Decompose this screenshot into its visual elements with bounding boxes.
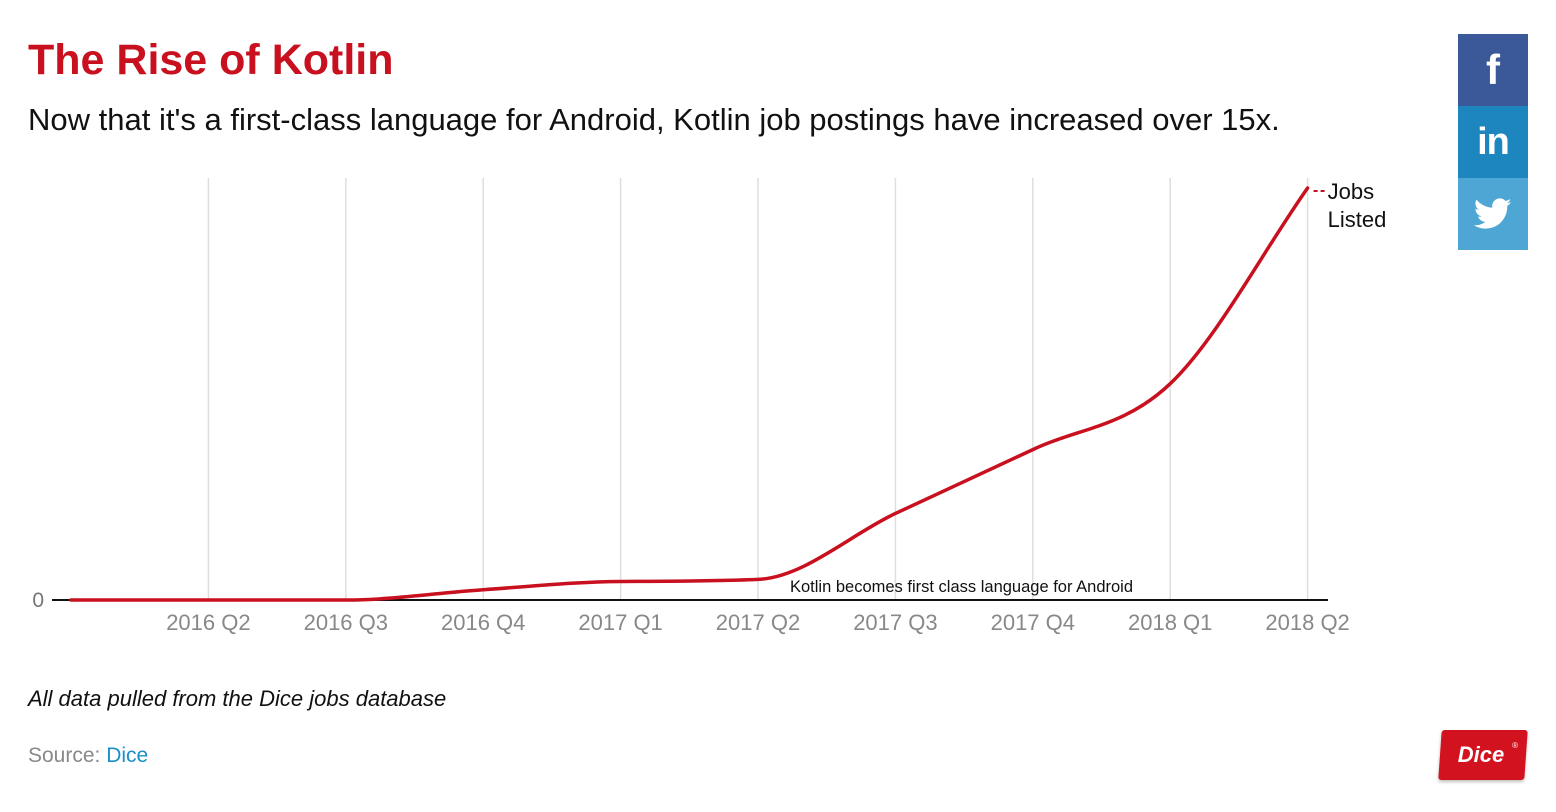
- x-tick-label: 2016 Q4: [441, 610, 525, 635]
- x-tick-label: 2018 Q1: [1128, 610, 1212, 635]
- source-line: Source: Dice: [28, 742, 148, 770]
- series-line: [69, 186, 1310, 602]
- chart-title: The Rise of Kotlin: [28, 36, 394, 84]
- x-tick-label: 2017 Q4: [991, 610, 1075, 635]
- y-tick-label: 0: [32, 589, 44, 612]
- linkedin-icon: in: [1477, 121, 1510, 163]
- series-end-label: Listed: [1328, 207, 1387, 232]
- chart-subtitle: Now that it's a first-class language for…: [28, 102, 1280, 137]
- source-link[interactable]: Dice: [106, 744, 149, 767]
- x-tick-label: 2016 Q2: [166, 610, 250, 635]
- x-tick-label: 2017 Q1: [578, 610, 662, 635]
- series-end-label: Jobs: [1328, 179, 1374, 204]
- dice-logo: Dice ®: [1436, 730, 1528, 780]
- facebook-share-button[interactable]: f: [1458, 34, 1528, 106]
- x-tick-label: 2018 Q2: [1265, 610, 1349, 635]
- line-chart: 0 2016 Q2 2016 Q3 2016 Q4 2017 Q1 2017 Q2 2017…: [32, 178, 1387, 635]
- facebook-icon: f: [1486, 46, 1500, 93]
- x-tick-label: 2016 Q3: [304, 610, 388, 635]
- social-share-bar: f in: [1458, 34, 1528, 250]
- x-tick-label: 2017 Q2: [716, 610, 800, 635]
- dice-logo-registered: ®: [1512, 741, 1518, 750]
- twitter-icon: [1474, 198, 1512, 229]
- source-label: Source:: [28, 744, 107, 767]
- data-footnote: All data pulled from the Dice jobs datab…: [28, 686, 447, 711]
- linkedin-share-button[interactable]: in: [1458, 106, 1528, 178]
- chart-annotation: Kotlin becomes first class language for …: [790, 578, 1133, 596]
- twitter-share-button[interactable]: [1458, 178, 1528, 250]
- dice-logo-text: Dice: [1457, 742, 1505, 767]
- x-tick-label: 2017 Q3: [853, 610, 937, 635]
